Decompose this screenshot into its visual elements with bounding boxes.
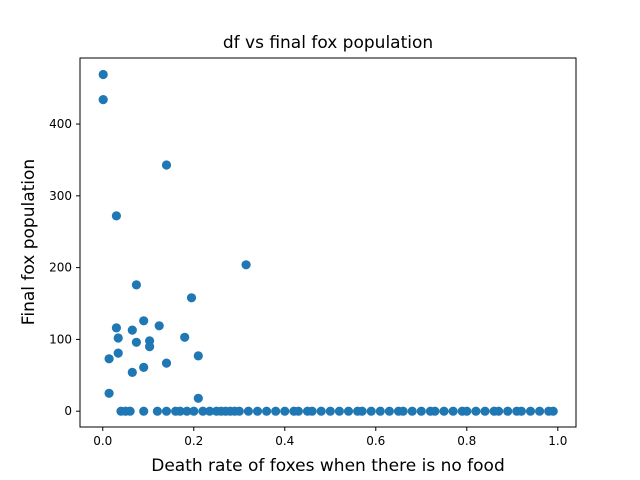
data-point xyxy=(548,406,558,416)
data-point xyxy=(113,333,123,343)
data-point xyxy=(398,406,408,416)
data-point xyxy=(127,367,137,377)
x-tick-label: 0.4 xyxy=(275,434,294,448)
data-point xyxy=(480,406,490,416)
data-point xyxy=(104,354,114,364)
y-tick-label: 0 xyxy=(64,404,72,418)
x-tick-label: 0.8 xyxy=(457,434,476,448)
data-points xyxy=(98,69,558,416)
data-point xyxy=(113,348,123,358)
data-point xyxy=(205,406,215,416)
data-point xyxy=(316,406,326,416)
x-tick-label: 0.0 xyxy=(93,434,112,448)
data-point xyxy=(139,316,149,326)
data-point xyxy=(280,406,290,416)
data-point xyxy=(139,362,149,372)
data-point xyxy=(139,406,149,416)
data-point xyxy=(131,280,141,290)
data-point xyxy=(366,406,376,416)
data-point xyxy=(471,406,481,416)
data-point xyxy=(357,406,367,416)
x-tick-label: 0.2 xyxy=(184,434,203,448)
x-axis-label: Death rate of foxes when there is no foo… xyxy=(151,456,505,476)
data-point xyxy=(462,406,472,416)
y-tick-label: 400 xyxy=(49,117,72,131)
plot-area-frame xyxy=(79,57,577,428)
data-point xyxy=(198,406,208,416)
x-tick-label: 0.6 xyxy=(366,434,385,448)
y-tick-label: 300 xyxy=(49,189,72,203)
data-point xyxy=(175,406,185,416)
data-point xyxy=(193,351,203,361)
data-point xyxy=(430,406,440,416)
y-axis-label: Final fox population xyxy=(19,159,39,325)
data-point xyxy=(145,342,155,352)
data-point xyxy=(161,358,172,368)
data-point xyxy=(262,406,272,416)
data-point xyxy=(375,406,385,416)
data-point xyxy=(439,406,449,416)
data-point xyxy=(98,69,108,80)
data-point xyxy=(325,406,335,416)
data-point xyxy=(154,321,164,331)
data-point xyxy=(189,406,199,416)
data-point xyxy=(307,406,317,416)
data-point xyxy=(494,406,504,416)
data-point xyxy=(127,325,137,335)
x-tick-label: 1.0 xyxy=(548,434,567,448)
data-point xyxy=(334,406,344,416)
data-point xyxy=(104,388,114,398)
data-point xyxy=(161,160,172,170)
data-point xyxy=(186,293,197,303)
data-point xyxy=(448,406,458,416)
data-point xyxy=(241,260,251,270)
data-point xyxy=(152,406,162,416)
data-point xyxy=(503,406,513,416)
data-point xyxy=(343,406,354,416)
chart-title: df vs final fox population xyxy=(223,33,433,53)
data-point xyxy=(271,406,281,416)
data-point xyxy=(293,406,303,416)
data-point xyxy=(516,406,527,416)
data-point xyxy=(243,406,253,416)
data-point xyxy=(131,337,141,347)
data-point xyxy=(384,406,394,416)
data-point xyxy=(193,393,203,403)
data-point xyxy=(525,406,536,416)
data-point xyxy=(416,406,426,416)
data-point xyxy=(535,406,545,416)
data-point xyxy=(111,323,121,333)
data-point xyxy=(234,406,244,416)
data-point xyxy=(98,95,108,105)
data-point xyxy=(407,406,417,416)
y-tick-label: 100 xyxy=(49,332,72,346)
data-point xyxy=(182,406,192,416)
data-point xyxy=(111,211,121,221)
data-point xyxy=(161,406,172,416)
data-point xyxy=(180,332,190,342)
data-point xyxy=(252,406,263,416)
y-tick-label: 200 xyxy=(49,261,72,275)
axis-ticks: 0.0 0.2 0.4 0.6 0.8 1.0 0 100 200 300 400 xyxy=(49,117,567,448)
data-point xyxy=(125,406,135,416)
